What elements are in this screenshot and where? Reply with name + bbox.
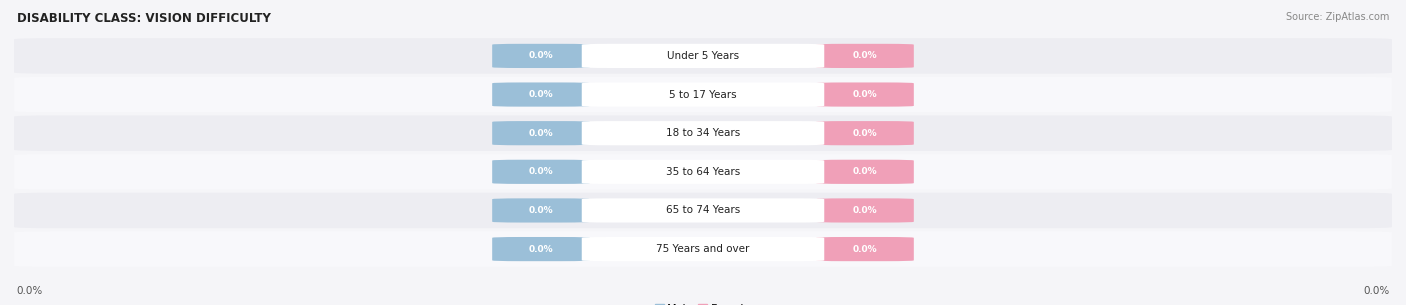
FancyBboxPatch shape: [815, 237, 914, 261]
FancyBboxPatch shape: [815, 44, 914, 68]
FancyBboxPatch shape: [14, 154, 1392, 190]
Text: Source: ZipAtlas.com: Source: ZipAtlas.com: [1285, 12, 1389, 22]
Text: 0.0%: 0.0%: [529, 245, 554, 253]
Text: 0.0%: 0.0%: [852, 245, 877, 253]
Text: 0.0%: 0.0%: [852, 52, 877, 60]
FancyBboxPatch shape: [815, 82, 914, 107]
FancyBboxPatch shape: [492, 160, 591, 184]
Text: 0.0%: 0.0%: [529, 206, 554, 215]
Text: 0.0%: 0.0%: [529, 129, 554, 138]
FancyBboxPatch shape: [582, 237, 824, 261]
Text: 0.0%: 0.0%: [529, 90, 554, 99]
Text: 0.0%: 0.0%: [1362, 286, 1389, 296]
Text: DISABILITY CLASS: VISION DIFFICULTY: DISABILITY CLASS: VISION DIFFICULTY: [17, 12, 271, 25]
FancyBboxPatch shape: [14, 77, 1392, 112]
Text: 0.0%: 0.0%: [852, 90, 877, 99]
FancyBboxPatch shape: [582, 44, 824, 68]
Text: 35 to 64 Years: 35 to 64 Years: [666, 167, 740, 177]
FancyBboxPatch shape: [815, 198, 914, 223]
Text: Under 5 Years: Under 5 Years: [666, 51, 740, 61]
FancyBboxPatch shape: [582, 198, 824, 223]
FancyBboxPatch shape: [492, 82, 591, 107]
FancyBboxPatch shape: [582, 82, 824, 107]
FancyBboxPatch shape: [14, 193, 1392, 228]
Text: 18 to 34 Years: 18 to 34 Years: [666, 128, 740, 138]
Text: 0.0%: 0.0%: [529, 52, 554, 60]
FancyBboxPatch shape: [492, 121, 591, 145]
Text: 0.0%: 0.0%: [852, 206, 877, 215]
Text: 65 to 74 Years: 65 to 74 Years: [666, 206, 740, 215]
FancyBboxPatch shape: [815, 160, 914, 184]
Text: 5 to 17 Years: 5 to 17 Years: [669, 90, 737, 99]
FancyBboxPatch shape: [14, 231, 1392, 267]
FancyBboxPatch shape: [492, 198, 591, 223]
Text: 0.0%: 0.0%: [17, 286, 44, 296]
FancyBboxPatch shape: [14, 115, 1392, 151]
Text: 0.0%: 0.0%: [852, 167, 877, 176]
FancyBboxPatch shape: [582, 160, 824, 184]
FancyBboxPatch shape: [492, 237, 591, 261]
FancyBboxPatch shape: [492, 44, 591, 68]
Text: 0.0%: 0.0%: [852, 129, 877, 138]
FancyBboxPatch shape: [14, 38, 1392, 74]
FancyBboxPatch shape: [815, 121, 914, 145]
FancyBboxPatch shape: [582, 121, 824, 145]
Legend: Male, Female: Male, Female: [655, 304, 751, 305]
Text: 75 Years and over: 75 Years and over: [657, 244, 749, 254]
Text: 0.0%: 0.0%: [529, 167, 554, 176]
